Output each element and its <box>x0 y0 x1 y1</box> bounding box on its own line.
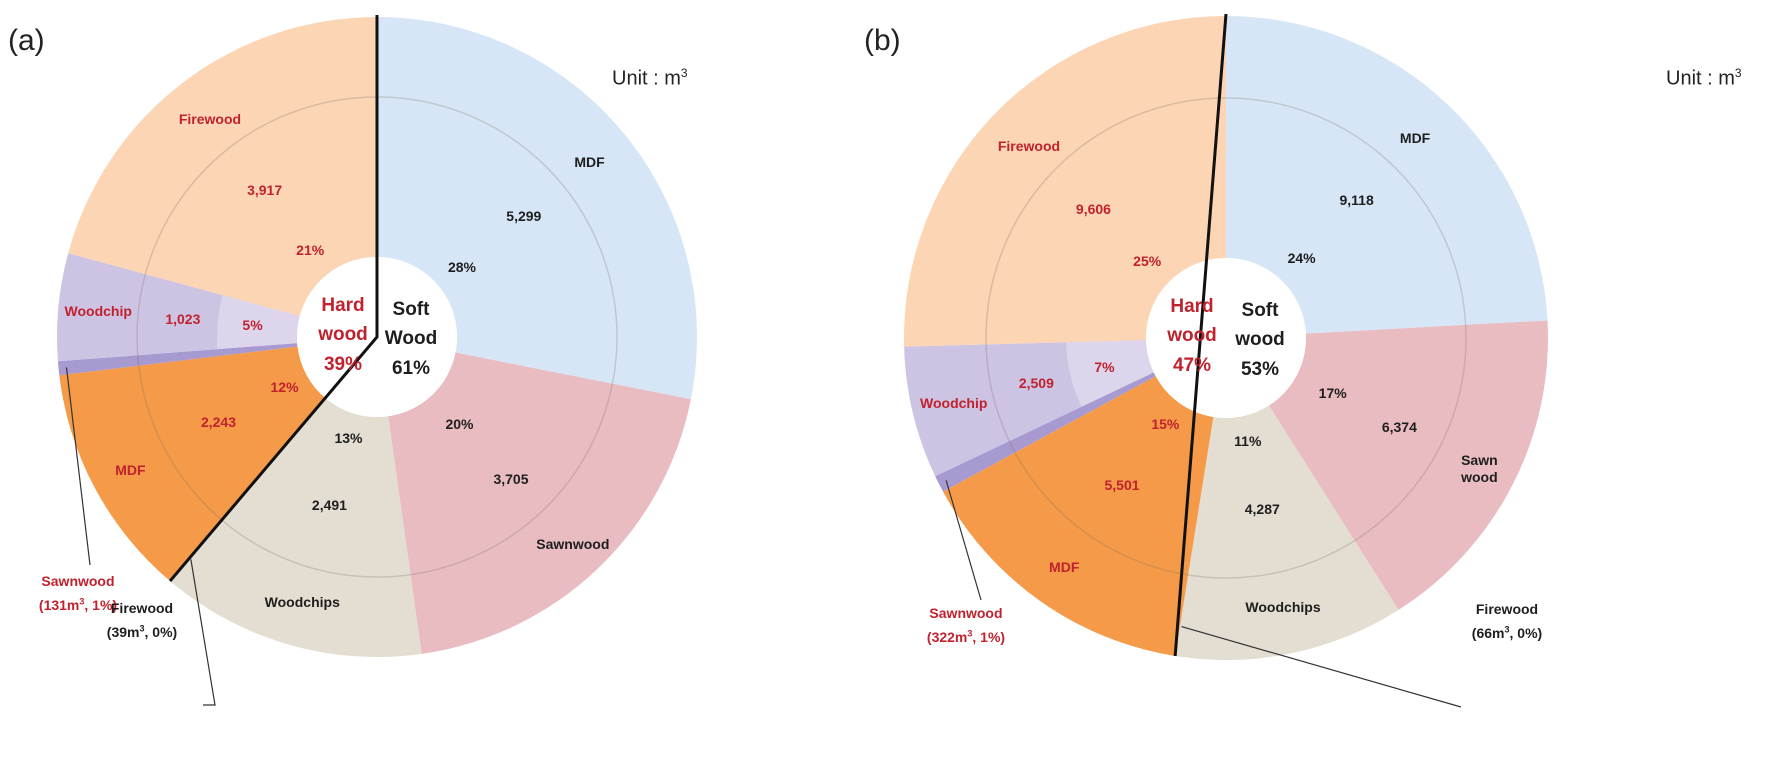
hw-firewood-value-label: 9,606 <box>1075 200 1111 217</box>
sw-mdf-pct-label: 24% <box>1287 250 1316 267</box>
sw-woodchips-name-label: Woodchips <box>1245 598 1321 615</box>
panel-label-a: (a) <box>8 24 45 57</box>
hw-mdf-pct-label: 12% <box>270 378 299 395</box>
sw-sawnwood-pct-label: 17% <box>1318 384 1347 401</box>
sw-woodchips-value-label: 2,491 <box>311 497 347 514</box>
softwood-firewood-callout: Firewood (66m3, 0%) <box>1471 601 1543 641</box>
panel-label-b: (b) <box>864 24 901 57</box>
hw-woodchip-name-label: Woodchip <box>920 395 988 412</box>
hw-mdf-value-label: 5,501 <box>1104 476 1140 493</box>
sw-mdf-value-label: 5,299 <box>506 208 542 225</box>
softwood-center-label: Soft Wood 61% <box>384 298 438 379</box>
slice-sw-sawnwood <box>1268 320 1548 610</box>
slice-hw-firewood <box>904 16 1226 347</box>
hw-woodchip-pct-label: 5% <box>242 317 263 334</box>
softwood-center-label: Soft wood 53% <box>1235 299 1285 380</box>
slice-sw-sawnwood <box>388 352 691 654</box>
slice-sw-mdf <box>377 17 697 400</box>
slice-hw-firewood <box>68 17 377 317</box>
slice-sw-woodchips <box>173 398 422 657</box>
sw-sawnwood-value-label: 3,705 <box>493 470 529 487</box>
unit-label: Unit : m3 <box>1666 66 1742 90</box>
sw-woodchips-pct-label: 13% <box>334 430 363 446</box>
sw-mdf-name-label: MDF <box>574 154 605 171</box>
hw-firewood-pct-label: 25% <box>1133 253 1162 270</box>
hw-firewood-name-label: Firewood <box>997 138 1061 155</box>
hw-woodchip-pct-label: 7% <box>1094 359 1115 376</box>
pie-svg-a <box>56 15 697 706</box>
hw-woodchip-value-label: 2,509 <box>1018 375 1054 392</box>
pie-chart-a: (a) Unit : m3 MDF 5,299 28% Sawnwood 3,705 20… <box>8 15 697 706</box>
hw-mdf-name-label: MDF <box>115 461 146 478</box>
pie-chart-b: (b) Unit : m3 MDF 9,118 24% Sawn wood 6,374 17… <box>864 0 1772 760</box>
sw-woodchips-pct-label: 11% <box>1234 432 1262 449</box>
slice-hw-mdf <box>59 346 326 582</box>
sw-woodchips-name-label: Woodchips <box>264 593 340 610</box>
hardwood-sawnwood-callout: Sawnwood (131m3, 1%) <box>38 573 118 613</box>
slice-sw-firewood <box>1175 416 1215 657</box>
slice-hw-sawnwood <box>935 372 1156 492</box>
unit-label: Unit : m3 <box>612 66 688 90</box>
sw-sawnwood-value-label: 6,374 <box>1381 419 1417 436</box>
slice-sw-woodchips <box>1178 405 1399 660</box>
hw-woodchip-value-label: 1,023 <box>165 310 201 327</box>
sw-woodchips-value-label: 4,287 <box>1244 501 1280 518</box>
hw-firewood-pct-label: 21% <box>296 241 325 258</box>
sw-mdf-pct-label: 28% <box>447 259 477 276</box>
sw-sawnwood-name-label: Sawnwood <box>536 536 610 552</box>
sw-sawnwood-pct-label: 20% <box>445 416 474 433</box>
hw-mdf-name-label: MDF <box>1049 558 1080 575</box>
hardwood-center-label: Hard wood 39% <box>318 294 368 375</box>
softwood-firewood-callout: Firewood (39m3, 0%) <box>106 600 178 640</box>
slice-sw-mdf <box>1226 16 1548 334</box>
hw-mdf-pct-label: 15% <box>1151 415 1180 432</box>
slice-hw-mdf <box>943 376 1214 656</box>
hardwood-sawnwood-callout: Sawnwood (322m3, 1%) <box>926 605 1006 645</box>
pie-svg-b <box>904 13 1548 708</box>
hardwood-center-label: Hard wood 47% <box>1167 295 1217 376</box>
sw-mdf-value-label: 9,118 <box>1339 191 1374 208</box>
slice-hw-sawnwood <box>57 343 298 376</box>
hw-firewood-name-label: Firewood <box>178 110 242 127</box>
hw-firewood-value-label: 3,917 <box>247 182 283 198</box>
hw-woodchip-name-label: Woodchip <box>64 302 132 319</box>
hw-mdf-value-label: 2,243 <box>200 414 236 431</box>
sw-mdf-name-label: MDF <box>1399 130 1431 147</box>
